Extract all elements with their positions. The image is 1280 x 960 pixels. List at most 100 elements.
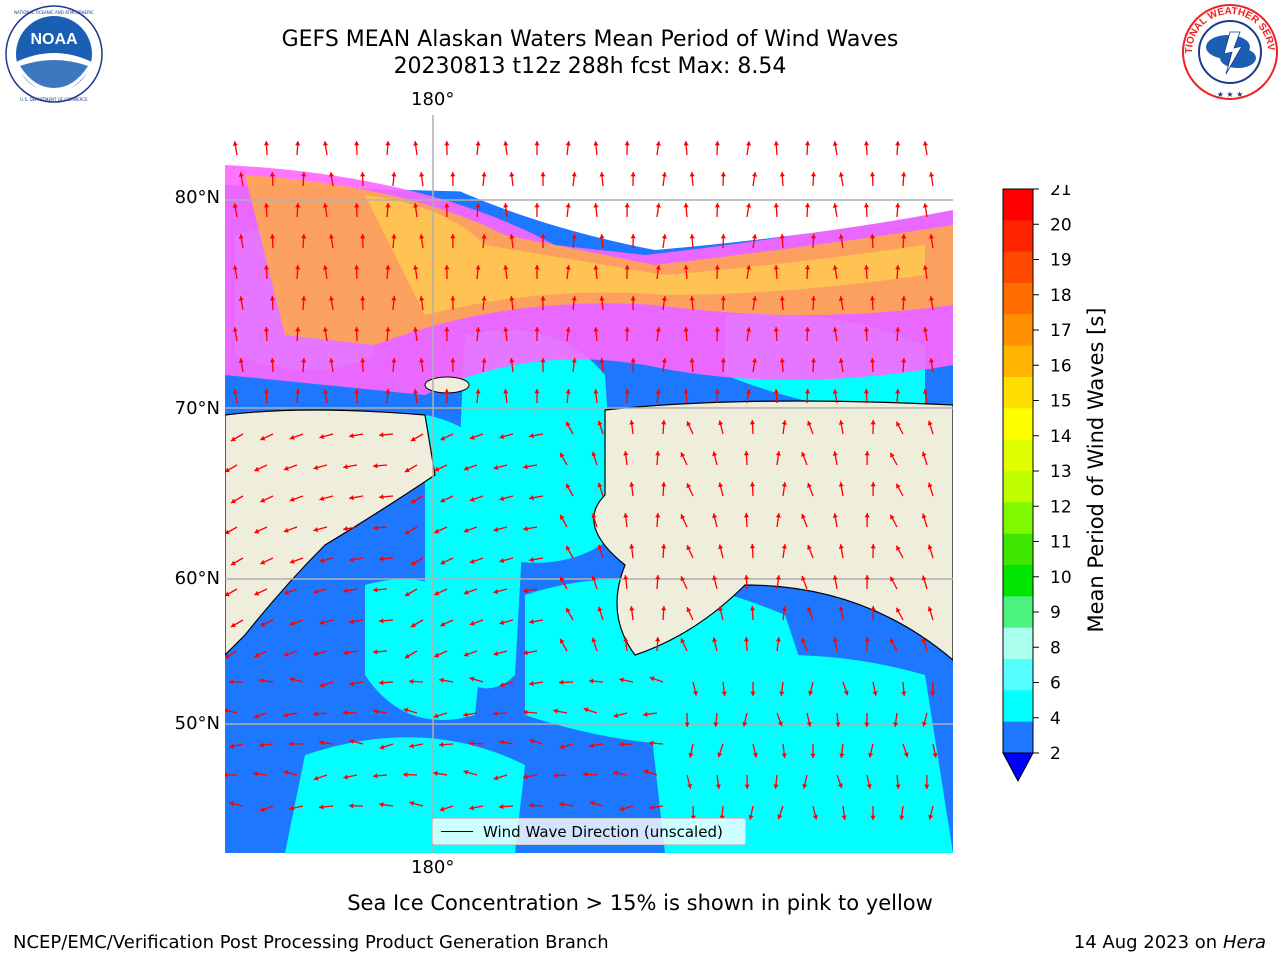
wind-wave-arrow: [529, 495, 544, 501]
wind-wave-arrow: [349, 738, 364, 745]
wind-wave-arrow: [927, 544, 934, 559]
wind-wave-arrow: [928, 234, 935, 249]
wind-wave-arrow: [354, 202, 360, 218]
wind-wave-arrow: [260, 557, 274, 565]
wind-wave-arrow: [295, 388, 301, 404]
wind-wave-arrow: [684, 712, 690, 728]
svg-text:★ ★ ★: ★ ★ ★: [1217, 90, 1244, 99]
wind-wave-arrow: [565, 483, 574, 497]
wind-wave-arrow: [689, 357, 695, 373]
wind-wave-arrow: [832, 451, 838, 466]
lon-label-top: 180°: [411, 89, 455, 110]
wind-wave-arrow: [260, 433, 274, 441]
wind-wave-arrow: [661, 419, 667, 435]
wind-wave-arrow: [534, 327, 540, 341]
wind-wave-arrow: [869, 295, 876, 311]
wind-wave-arrow: [529, 738, 544, 745]
wind-wave-arrow: [475, 141, 481, 156]
wind-wave-arrow: [751, 296, 758, 311]
wind-wave-arrow: [779, 295, 785, 311]
wind-wave-arrow: [288, 741, 304, 747]
wind-wave-arrow: [413, 389, 419, 404]
wind-wave-arrow: [469, 805, 484, 811]
colorbar-segment: [1003, 345, 1033, 378]
wind-wave-arrow: [718, 544, 724, 559]
wind-wave-arrow: [263, 388, 270, 404]
wind-wave-arrow: [591, 637, 598, 652]
wind-wave-arrow: [922, 265, 929, 280]
wind-wave-arrow: [689, 233, 695, 249]
wind-wave-arrow: [503, 203, 509, 218]
wind-wave-arrow: [360, 295, 366, 311]
wind-wave-arrow: [683, 264, 689, 280]
wind-wave-arrow: [838, 358, 844, 373]
wind-wave-arrow: [712, 451, 718, 466]
wind-wave-arrow: [629, 482, 635, 497]
wind-wave-arrow: [720, 295, 726, 311]
wind-wave-arrow: [597, 544, 604, 559]
wind-wave-arrow: [450, 171, 456, 187]
wind-wave-arrow: [623, 513, 629, 528]
wind-wave-arrow: [928, 172, 935, 187]
wind-wave-arrow: [553, 708, 568, 714]
wind-wave-arrow: [864, 636, 870, 652]
wind-wave-arrow: [349, 681, 364, 687]
footer-machine: Hera: [1222, 932, 1266, 953]
wind-wave-arrow: [688, 743, 694, 758]
wind-wave-arrow: [895, 202, 901, 218]
noaa-logo-text: NOAA: [30, 31, 78, 48]
wind-wave-arrow: [379, 802, 394, 808]
wind-wave-arrow: [613, 712, 628, 719]
wind-wave-arrow: [802, 774, 808, 789]
wind-wave-arrow: [343, 588, 358, 594]
wind-wave-arrow: [864, 450, 870, 466]
wind-wave-arrow: [419, 358, 425, 373]
wind-wave-arrow: [804, 264, 811, 280]
wind-wave-arrow: [230, 495, 244, 504]
wind-wave-arrow: [901, 233, 907, 249]
wind-wave-arrow: [842, 681, 849, 696]
wind-wave-arrow: [349, 495, 364, 501]
wind-wave-arrow: [838, 172, 844, 187]
wind-wave-arrow: [743, 574, 750, 590]
wind-wave-arrow: [619, 677, 634, 683]
wind-wave-arrow: [838, 296, 844, 311]
wind-wave-arrow: [295, 140, 301, 156]
wind-wave-arrow: [413, 327, 419, 342]
wind-wave-arrow: [742, 712, 748, 727]
wind-wave-arrow: [230, 619, 244, 628]
colorbar-segment: [1003, 220, 1033, 253]
wind-wave-arrow: [889, 638, 898, 652]
wind-wave-arrow: [692, 681, 698, 696]
wind-wave-arrow: [712, 637, 718, 652]
wind-wave-arrow: [924, 774, 930, 790]
wind-wave-arrow: [312, 711, 328, 717]
wind-wave-arrow: [751, 234, 758, 249]
wind-wave-arrow: [683, 388, 689, 404]
wind-wave-arrow: [808, 681, 814, 696]
wind-wave-arrow: [481, 358, 487, 373]
wind-wave-arrow: [779, 233, 785, 249]
wind-wave-arrow: [661, 481, 667, 497]
wind-wave-arrow: [921, 637, 928, 652]
colorbar-tick-label: 8: [1050, 638, 1061, 658]
wind-wave-arrow: [565, 265, 571, 280]
wind-wave-arrow: [922, 327, 929, 342]
wind-wave-arrow: [597, 420, 604, 435]
wind-wave-arrow: [743, 512, 750, 528]
wind-wave-arrow: [225, 588, 238, 597]
wind-wave-arrow: [714, 388, 720, 404]
wind-wave-arrow: [319, 681, 334, 688]
wind-wave-arrow: [319, 804, 334, 810]
wind-wave-arrow: [289, 619, 304, 626]
colorbar-tick-label: 17: [1050, 321, 1072, 341]
wind-wave-arrow: [463, 464, 478, 471]
wind-wave-arrow: [295, 202, 301, 218]
no-data-area: [225, 115, 953, 250]
noaa-logo: NOAA NATIONAL OCEANIC AND ATMOSPHERIC U.…: [5, 5, 103, 103]
wind-wave-arrow: [313, 464, 328, 471]
colorbar-segment: [1003, 627, 1033, 660]
wind-wave-arrow: [864, 712, 870, 728]
wind-wave-arrow: [686, 607, 694, 621]
wind-wave-arrow: [832, 327, 838, 342]
